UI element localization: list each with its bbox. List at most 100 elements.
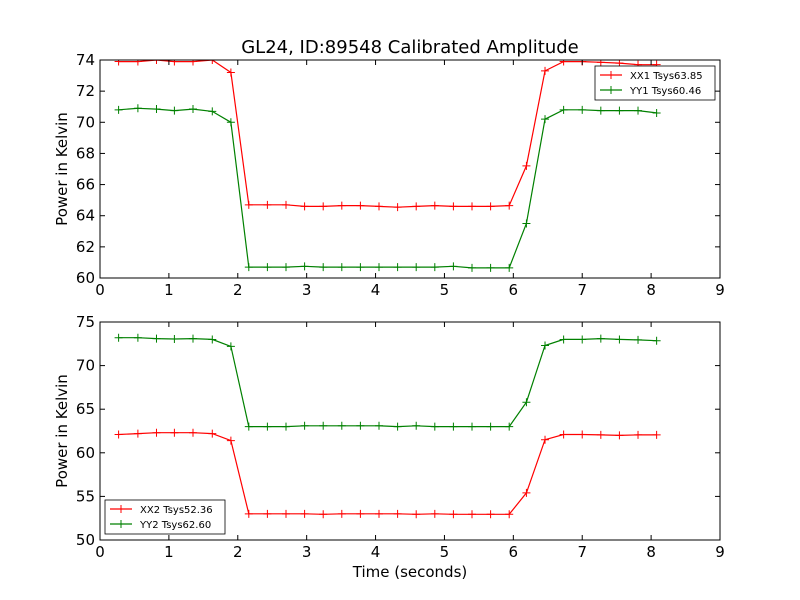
chart-title: GL24, ID:89548 Calibrated Amplitude xyxy=(241,37,579,58)
x-tick-label: 2 xyxy=(233,281,243,299)
data-point xyxy=(541,435,550,444)
series-line xyxy=(118,60,657,208)
y-tick-label: 60 xyxy=(76,269,95,287)
data-point xyxy=(337,509,346,518)
data-point xyxy=(356,509,365,518)
data-point xyxy=(468,422,476,431)
data-point xyxy=(226,436,235,445)
data-point xyxy=(634,335,643,344)
data-point xyxy=(356,201,365,210)
data-point xyxy=(522,488,531,497)
data-point xyxy=(449,510,458,519)
x-tick-label: 5 xyxy=(440,281,450,299)
data-point xyxy=(468,263,476,272)
x-tick-label: 9 xyxy=(715,281,725,299)
data-point xyxy=(170,428,179,437)
data-point xyxy=(541,341,550,350)
legend-marker xyxy=(607,71,615,79)
x-tick-label: 3 xyxy=(302,281,312,299)
data-point xyxy=(522,398,531,407)
data-point xyxy=(133,333,142,342)
series-markers xyxy=(114,428,661,519)
data-point xyxy=(337,421,346,430)
x-tick-label: 2 xyxy=(233,543,243,561)
data-point xyxy=(652,430,661,439)
data-point xyxy=(522,161,531,170)
data-point xyxy=(412,263,421,272)
y-tick-label: 64 xyxy=(76,207,95,225)
x-tick-label: 5 xyxy=(440,543,450,561)
data-point xyxy=(634,106,643,115)
y-tick-label: 62 xyxy=(76,238,95,256)
data-point xyxy=(226,342,235,351)
data-point xyxy=(505,510,514,519)
y-tick-label: 50 xyxy=(76,531,95,549)
x-tick-label: 8 xyxy=(646,281,656,299)
data-point xyxy=(319,510,328,519)
y-axis-label: Power in Kelvin xyxy=(53,112,71,226)
data-point xyxy=(208,429,217,438)
data-point xyxy=(133,104,142,113)
legend-label: XX1 Tsys63.85 xyxy=(630,71,703,82)
data-point xyxy=(559,430,568,439)
data-point xyxy=(189,105,197,114)
x-tick-label: 1 xyxy=(164,543,174,561)
x-tick-label: 8 xyxy=(646,543,656,561)
legend-label: XX2 Tsys52.36 xyxy=(140,505,213,516)
data-point xyxy=(282,200,290,209)
legend-marker xyxy=(117,505,125,513)
x-tick-label: 7 xyxy=(577,281,587,299)
data-point xyxy=(375,421,383,430)
data-point xyxy=(430,201,439,210)
y-tick-label: 72 xyxy=(76,82,95,100)
data-point xyxy=(356,263,365,272)
x-tick-label: 1 xyxy=(164,281,174,299)
data-point xyxy=(412,510,421,519)
data-point xyxy=(319,202,328,211)
data-point xyxy=(208,335,217,344)
x-tick-label: 4 xyxy=(371,281,381,299)
data-point xyxy=(430,422,439,431)
data-point xyxy=(244,509,253,518)
data-point xyxy=(393,509,402,518)
data-point xyxy=(244,200,253,209)
data-point xyxy=(114,430,123,439)
y-tick-label: 70 xyxy=(76,113,95,131)
x-axis-label: Time (seconds) xyxy=(352,563,468,581)
data-point xyxy=(522,219,531,228)
legend-box xyxy=(104,499,226,535)
legend-marker xyxy=(117,520,125,528)
data-point xyxy=(189,334,197,343)
data-point xyxy=(541,66,550,75)
data-point xyxy=(208,107,217,116)
data-point xyxy=(412,202,421,211)
data-point xyxy=(559,105,568,114)
series-line xyxy=(118,107,657,269)
x-tick-label: 9 xyxy=(715,543,725,561)
data-point xyxy=(505,422,514,431)
series-line xyxy=(118,337,657,428)
data-point xyxy=(263,263,272,272)
data-point xyxy=(412,421,421,430)
data-point xyxy=(634,430,643,439)
data-point xyxy=(114,60,123,66)
x-tick-label: 4 xyxy=(371,543,381,561)
data-point xyxy=(263,509,272,518)
data-point xyxy=(393,203,402,212)
data-point xyxy=(578,105,587,114)
data-point xyxy=(486,263,495,272)
data-point xyxy=(393,263,402,272)
data-point xyxy=(541,115,550,124)
data-point xyxy=(393,422,402,431)
legend-label: YY2 Tsys62.60 xyxy=(139,520,211,531)
data-point xyxy=(468,510,476,519)
data-point xyxy=(300,509,309,518)
data-point xyxy=(133,429,142,438)
data-point xyxy=(486,202,495,211)
data-point xyxy=(152,334,161,343)
data-point xyxy=(226,118,235,127)
data-point xyxy=(114,333,123,342)
y-tick-label: 68 xyxy=(76,144,95,162)
data-point xyxy=(152,428,161,437)
data-point xyxy=(282,422,290,431)
